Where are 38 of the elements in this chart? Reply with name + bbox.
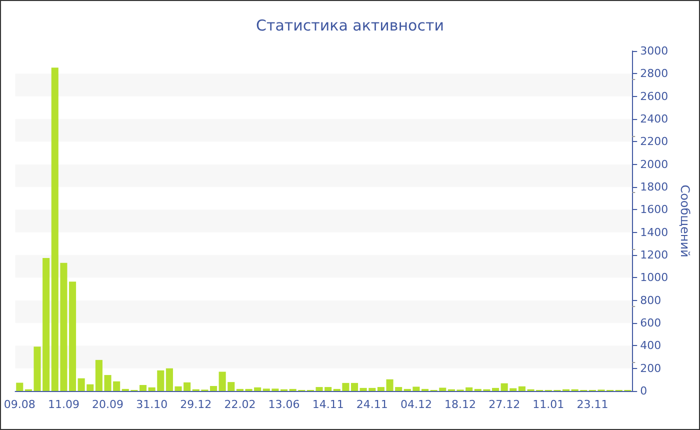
y-tick-label: 2200 xyxy=(640,135,668,148)
y-tick-label: 800 xyxy=(640,294,662,307)
x-tick-label: 14.11 xyxy=(312,398,344,411)
y-tick-label: 1200 xyxy=(640,248,668,262)
x-tick-label: 11.01 xyxy=(532,398,564,411)
bar xyxy=(350,382,358,391)
x-tick-label: 04.12 xyxy=(400,398,432,411)
bar xyxy=(210,386,218,391)
y-tick-label: 3000 xyxy=(640,44,668,58)
bar xyxy=(68,282,76,391)
x-tick-label: 22.02 xyxy=(224,398,256,411)
x-tick-label: 11.09 xyxy=(48,398,80,411)
x-tick-label: 09.08 xyxy=(4,398,36,411)
y-tick-label: 2600 xyxy=(640,90,668,103)
y-tick-label: 1000 xyxy=(640,271,668,284)
y-axis-title: Сообщений xyxy=(678,184,692,258)
bar xyxy=(16,382,24,391)
y-tick-label: 2800 xyxy=(640,67,668,80)
chart-title: Статистика активности xyxy=(256,16,444,34)
x-tick-label: 27.12 xyxy=(488,398,520,411)
y-tick-label: 1400 xyxy=(640,226,668,239)
y-tick-label: 0 xyxy=(640,384,648,398)
x-tick-label: 20.09 xyxy=(92,398,124,411)
y-tick-label: 1600 xyxy=(640,203,668,216)
x-tick-label: 24.11 xyxy=(356,398,388,411)
bar xyxy=(139,384,147,391)
y-tick-label: 1800 xyxy=(640,180,668,194)
y-tick-label: 2400 xyxy=(640,112,668,126)
x-tick-label: 23.11 xyxy=(576,398,608,411)
y-tick-label: 600 xyxy=(640,316,662,330)
x-tick-label: 18.12 xyxy=(444,398,476,411)
x-tick-label: 13.06 xyxy=(268,398,300,411)
x-tick-label: 29.12 xyxy=(180,398,212,411)
bar xyxy=(492,388,500,391)
y-tick-label: 400 xyxy=(640,339,662,352)
y-tick-label: 2000 xyxy=(640,158,668,171)
y-tick-label: 200 xyxy=(640,362,662,375)
x-tick-label: 31.10 xyxy=(136,398,168,411)
